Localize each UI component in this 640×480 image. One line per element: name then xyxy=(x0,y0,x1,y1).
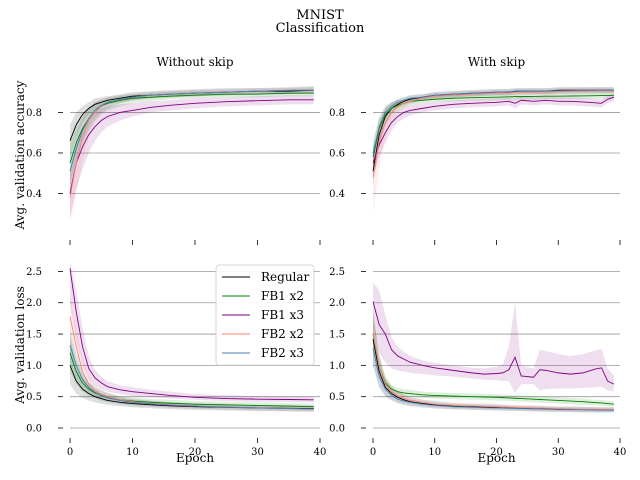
series-line-fb2-x3 xyxy=(372,347,614,411)
plot-area xyxy=(372,87,614,214)
ytick-label: 2.0 xyxy=(26,298,42,309)
x-axis-label: Epoch xyxy=(176,451,214,465)
ytick-label: 1.5 xyxy=(26,330,42,341)
ytick-label: 2.5 xyxy=(329,267,345,278)
xtick-label: 0 xyxy=(370,447,376,458)
series-line-fb1-x2 xyxy=(69,92,314,164)
band-fb1-x3 xyxy=(70,95,314,218)
band-fb1-x3 xyxy=(373,93,614,178)
ytick-label: 1.5 xyxy=(329,330,345,341)
plot-area xyxy=(69,86,314,222)
panel-loss-with-skip: 0.0 0.5 1.0 1.5 2.0 2.5 0 10 20 30 40 Epoch xyxy=(329,267,626,465)
ytick-label: 0.0 xyxy=(329,424,345,435)
xtick-label: 30 xyxy=(552,447,565,458)
legend-label: FB1 x3 xyxy=(261,308,304,322)
legend-label: FB2 x2 xyxy=(261,327,304,341)
ytick-label: 2.5 xyxy=(26,267,42,278)
xtick-label: 30 xyxy=(251,447,264,458)
panel-title: Without skip xyxy=(156,55,233,69)
xtick-label: 10 xyxy=(428,447,441,458)
legend-label: FB1 x2 xyxy=(261,289,304,303)
plot-area xyxy=(69,262,314,412)
y-axis-label: Avg. validation accuracy xyxy=(13,80,27,230)
figure-subtitle: Classification xyxy=(276,21,365,36)
legend-label: FB2 x3 xyxy=(261,346,304,360)
ytick-label: 0.6 xyxy=(26,148,42,159)
ytick-label: 1.0 xyxy=(329,361,345,372)
xtick-label: 20 xyxy=(189,447,202,458)
ytick-label: 2.0 xyxy=(329,298,345,309)
series-line-fb1-x2 xyxy=(372,94,614,158)
panel-accuracy-with-skip: 0.4 0.6 0.8 With skip xyxy=(329,55,621,245)
ytick-label: 0.4 xyxy=(329,189,345,200)
series-line-fb1-x3 xyxy=(69,99,314,194)
series-line-fb2-x3 xyxy=(69,89,314,172)
series-line-fb1-x3 xyxy=(372,96,614,164)
ytick-label: 0.5 xyxy=(329,392,345,403)
series-line-fb1-x2 xyxy=(372,333,614,405)
legend-box xyxy=(215,264,315,366)
ytick-label: 0.4 xyxy=(26,189,42,200)
ytick-label: 0.8 xyxy=(329,108,345,119)
series-line-fb2-x2 xyxy=(372,90,614,178)
band-fb1-x3 xyxy=(373,282,614,394)
series-line-fb2-x3 xyxy=(372,89,614,154)
ytick-label: 1.0 xyxy=(26,361,42,372)
ytick-label: 0.8 xyxy=(26,108,42,119)
panel-title: With skip xyxy=(468,55,526,69)
series-line-fb2-x3 xyxy=(69,345,314,410)
xtick-label: 40 xyxy=(614,447,627,458)
figure-title: MNIST xyxy=(296,8,344,23)
ytick-label: 0.6 xyxy=(329,148,345,159)
xtick-label: 0 xyxy=(67,447,73,458)
ytick-label: 0.0 xyxy=(26,424,42,435)
xtick-label: 40 xyxy=(314,447,327,458)
series-line-fb1-x3 xyxy=(69,268,314,401)
xtick-label: 20 xyxy=(490,447,503,458)
x-axis-label: Epoch xyxy=(477,451,515,465)
legend: Regular FB1 x2 FB1 x3 FB2 x2 FB2 x3 xyxy=(215,264,315,366)
plot-area xyxy=(372,282,615,413)
ytick-label: 0.5 xyxy=(26,392,42,403)
y-axis-label: Avg. validation loss xyxy=(13,286,27,405)
series-line-fb1-x3 xyxy=(372,301,615,385)
legend-label: Regular xyxy=(261,270,310,284)
panel-accuracy-without-skip: 0.4 0.6 0.8 Without skip Avg. validation acc… xyxy=(13,55,321,245)
series-line-fb2-x2 xyxy=(372,332,614,410)
band-fb2-x2 xyxy=(373,88,614,214)
band-regular xyxy=(373,312,614,413)
xtick-label: 10 xyxy=(126,447,139,458)
